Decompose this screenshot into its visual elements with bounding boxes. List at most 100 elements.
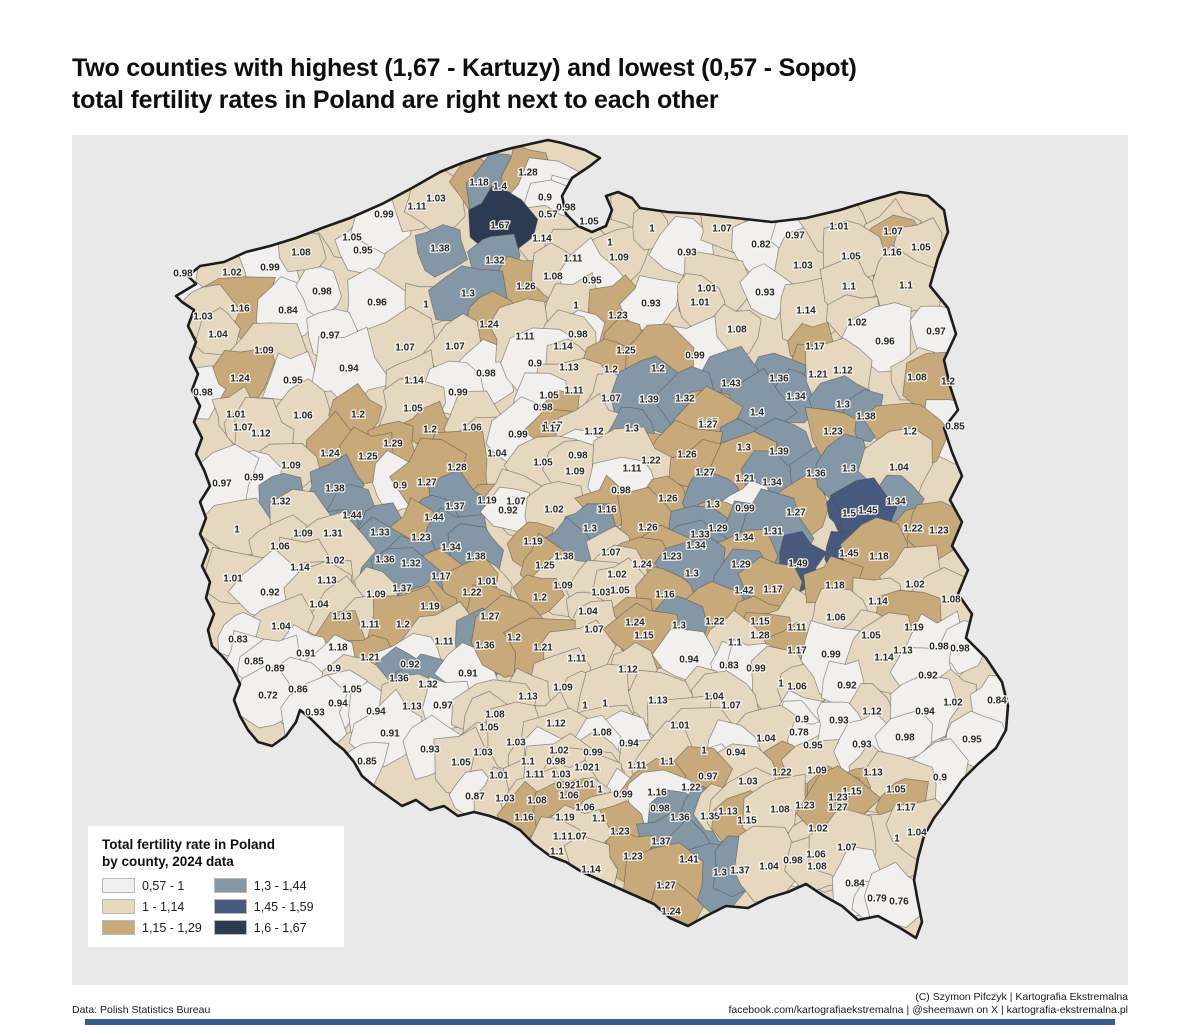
county-value-label: 1.04 xyxy=(704,692,724,703)
county-value-label: 1.03 xyxy=(551,770,571,781)
legend-title: Total fertility rate in Poland by county… xyxy=(102,836,330,870)
county-value-label: 0.9 xyxy=(528,359,542,370)
county-value-label: 1.21 xyxy=(735,474,755,485)
county-value-label: 0.94 xyxy=(679,655,699,666)
county-value-label: 1.23 xyxy=(411,533,431,544)
county-value-label: 1.2 xyxy=(507,633,521,644)
county-value-label: 1.13 xyxy=(718,807,738,818)
county-value-label: 1.1 xyxy=(592,814,606,825)
county-value-label: 1.2 xyxy=(351,410,365,421)
county-value-label: 1.11 xyxy=(408,202,427,213)
county-value-label: 1 xyxy=(234,525,240,536)
county-value-label: 1.23 xyxy=(828,793,848,804)
county-value-label: 1.2 xyxy=(533,593,547,604)
county-value-label: 1.03 xyxy=(591,588,611,599)
county-value-label: 1.3 xyxy=(836,400,850,411)
county-value-label: 1.45 xyxy=(858,506,878,517)
county-value-label: 1.17 xyxy=(431,572,451,583)
county-value-label: 1.11 xyxy=(788,623,807,634)
county-value-label: 1.38 xyxy=(856,412,876,423)
county-value-label: 1.02 xyxy=(808,824,828,835)
county-value-label: 1.36 xyxy=(769,374,789,385)
county-value-label: 0.95 xyxy=(803,741,823,752)
county-value-label: 1.07 xyxy=(837,843,857,854)
county-value-label: 0.91 xyxy=(380,729,400,740)
county-shape xyxy=(309,326,394,413)
legend-swatch-class0 xyxy=(102,878,135,893)
county-value-label: 1.07 xyxy=(395,343,415,354)
county-value-label: 1.2 xyxy=(423,425,437,436)
county-value-label: 1.12 xyxy=(618,665,638,676)
page-title: Two counties with highest (1,67 - Kartuz… xyxy=(72,52,1072,116)
county-value-label: 1 xyxy=(745,805,751,816)
county-value-label: 1.08 xyxy=(807,862,827,873)
county-value-label: 0.94 xyxy=(915,707,935,718)
county-value-label: 1.02 xyxy=(905,580,925,591)
county-value-label: 1.27 xyxy=(656,881,676,892)
county-value-label: 1.12 xyxy=(584,427,604,438)
county-value-label: 1.27 xyxy=(786,508,806,519)
county-value-label: 1.26 xyxy=(516,282,536,293)
legend-title-line2: by county, 2024 data xyxy=(102,854,234,869)
county-value-label: 0.99 xyxy=(746,664,766,675)
county-value-label: 1.17 xyxy=(896,803,916,814)
county-value-label: 1.14 xyxy=(581,865,601,876)
county-value-label: 1.04 xyxy=(759,862,779,873)
county-value-label: 1.05 xyxy=(886,785,906,796)
county-value-label: 0.84 xyxy=(845,879,865,890)
county-value-label: 1.13 xyxy=(863,768,883,779)
county-value-label: 1.38 xyxy=(325,484,345,495)
county-value-label: 1.18 xyxy=(328,643,348,654)
county-value-label: 0.78 xyxy=(789,728,809,739)
footer-accent-bar xyxy=(85,1019,1115,1025)
county-value-label: 1.07 xyxy=(883,227,903,238)
county-value-label: 0.99 xyxy=(374,210,394,221)
county-value-label: 1.38 xyxy=(466,552,486,563)
legend-entry: 1,45 - 1,59 xyxy=(213,899,314,914)
county-value-label: 1.24 xyxy=(230,374,250,385)
legend-label-class0: 0,57 - 1 xyxy=(142,878,185,893)
county-value-label: 1.1 xyxy=(521,757,535,768)
county-value-label: 1 xyxy=(582,701,588,712)
county-value-label: 1.32 xyxy=(418,680,438,691)
county-value-label: 1.28 xyxy=(447,463,467,474)
county-value-label: 1.03 xyxy=(738,777,758,788)
county-value-label: 1.22 xyxy=(903,524,923,535)
county-value-label: 1 xyxy=(894,834,900,845)
county-value-label: 0.98 xyxy=(193,388,213,399)
legend: Total fertility rate in Poland by county… xyxy=(88,826,344,947)
county-value-label: 1.09 xyxy=(254,346,274,357)
legend-swatch-class5 xyxy=(213,920,247,935)
county-value-label: 0.82 xyxy=(751,240,771,251)
county-value-label: 1.29 xyxy=(383,439,403,450)
county-value-label: 0.99 xyxy=(244,473,264,484)
county-value-label: 1.11 xyxy=(564,254,583,265)
county-value-label: 1.1 xyxy=(660,757,674,768)
county-value-label: 0.96 xyxy=(875,337,895,348)
county-value-label: 0.93 xyxy=(305,708,325,719)
county-value-label: 1.22 xyxy=(462,588,482,599)
county-value-label: 1.05 xyxy=(533,458,553,469)
county-value-label: 0.98 xyxy=(533,403,553,414)
county-value-label: 1 xyxy=(649,224,655,235)
county-value-label: 1.34 xyxy=(734,533,754,544)
county-value-label: 1.02 xyxy=(222,268,242,279)
county-value-label: 1.3 xyxy=(706,500,720,511)
county-value-label: 1.05 xyxy=(841,252,861,263)
county-value-label: 1.06 xyxy=(559,791,579,802)
county-value-label: 1.01 xyxy=(829,222,849,233)
county-value-label: 1.23 xyxy=(929,526,949,537)
county-value-label: 1.18 xyxy=(869,552,889,563)
legend-entry: 1,3 - 1,44 xyxy=(213,878,314,893)
county-value-label: 1.33 xyxy=(370,528,390,539)
county-value-label: 1.31 xyxy=(323,529,343,540)
county-value-label: 1.17 xyxy=(541,424,561,435)
county-value-label: 1.08 xyxy=(485,710,505,721)
county-value-label: 1.01 xyxy=(670,721,690,732)
county-value-label: 1.38 xyxy=(554,552,574,563)
county-value-label: 1.15 xyxy=(842,787,862,798)
county-value-label: 1.31 xyxy=(763,527,783,538)
county-value-label: 1.3 xyxy=(685,569,699,580)
county-value-label: 1.36 xyxy=(670,813,690,824)
